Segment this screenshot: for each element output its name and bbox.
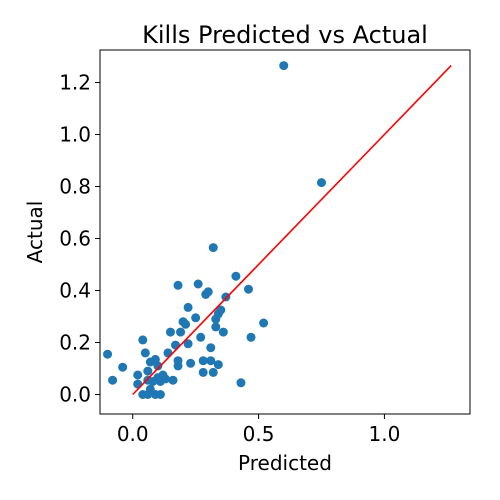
scatter-point — [203, 287, 213, 297]
y-tick-label: 0.4 — [59, 279, 91, 303]
y-tick-label: 1.0 — [59, 123, 91, 147]
scatter-point — [108, 375, 118, 385]
scatter-point — [173, 361, 183, 371]
scatter-point — [133, 370, 143, 380]
scatter-point — [193, 279, 203, 289]
y-axis: 0.0 0.2 0.4 0.6 0.8 1.0 1.2 — [59, 71, 100, 407]
scatter-point — [211, 322, 221, 332]
scatter-point — [176, 327, 186, 337]
scatter-point — [231, 271, 241, 281]
x-axis-label: Predicted — [238, 451, 332, 475]
y-axis-label: Actual — [23, 201, 47, 264]
scatter-point — [236, 378, 246, 388]
scatter-point — [208, 243, 218, 253]
scatter-point — [279, 61, 289, 71]
scatter-point — [208, 367, 218, 377]
x-axis: 0.0 0.5 1.0 — [117, 414, 401, 446]
scatter-point — [244, 284, 254, 294]
scatter-point — [198, 356, 208, 366]
scatter-point — [145, 384, 155, 394]
plot-frame — [99, 49, 471, 415]
scatter-point — [213, 360, 223, 370]
scatter-point — [171, 340, 181, 350]
y-tick-label: 0.8 — [59, 175, 91, 199]
scatter-point — [206, 356, 216, 366]
scatter-point — [160, 374, 170, 384]
scatter-point — [186, 358, 196, 368]
scatter-point — [198, 367, 208, 377]
scatter-point — [103, 349, 113, 359]
scatter-point — [183, 302, 193, 312]
scatter-point — [155, 390, 165, 399]
plot-area — [103, 61, 452, 399]
scatter-point — [206, 343, 216, 353]
scatter-point — [138, 335, 148, 345]
scatter-point — [196, 332, 206, 342]
y-tick-label: 1.2 — [59, 71, 91, 95]
scatter-point — [118, 362, 128, 372]
x-tick-label: 0.5 — [243, 422, 275, 446]
scatter-point — [259, 318, 269, 328]
scatter-point — [316, 178, 326, 188]
scatter-point — [165, 327, 175, 337]
scatter-point — [246, 332, 256, 342]
scatter-point — [153, 361, 163, 371]
scatter-point — [168, 375, 178, 385]
scatter-point — [218, 327, 228, 337]
y-tick-label: 0.0 — [59, 383, 91, 407]
scatter-point — [173, 280, 183, 290]
scatter-point — [216, 305, 226, 315]
scatter-point — [181, 319, 191, 329]
scatter-point — [133, 379, 143, 389]
chart-title: Kills Predicted vs Actual — [142, 21, 428, 49]
x-tick-label: 0.0 — [117, 422, 149, 446]
reference-line — [132, 65, 452, 396]
scatter-point — [143, 366, 153, 376]
scatter-point — [163, 348, 173, 358]
y-tick-label: 0.2 — [59, 331, 91, 355]
y-tick-label: 0.6 — [59, 227, 91, 251]
x-tick-label: 1.0 — [369, 422, 401, 446]
scatter-point — [183, 339, 193, 349]
scatter-point — [140, 348, 150, 358]
scatter-point — [191, 313, 201, 323]
scatter-point — [221, 292, 231, 302]
